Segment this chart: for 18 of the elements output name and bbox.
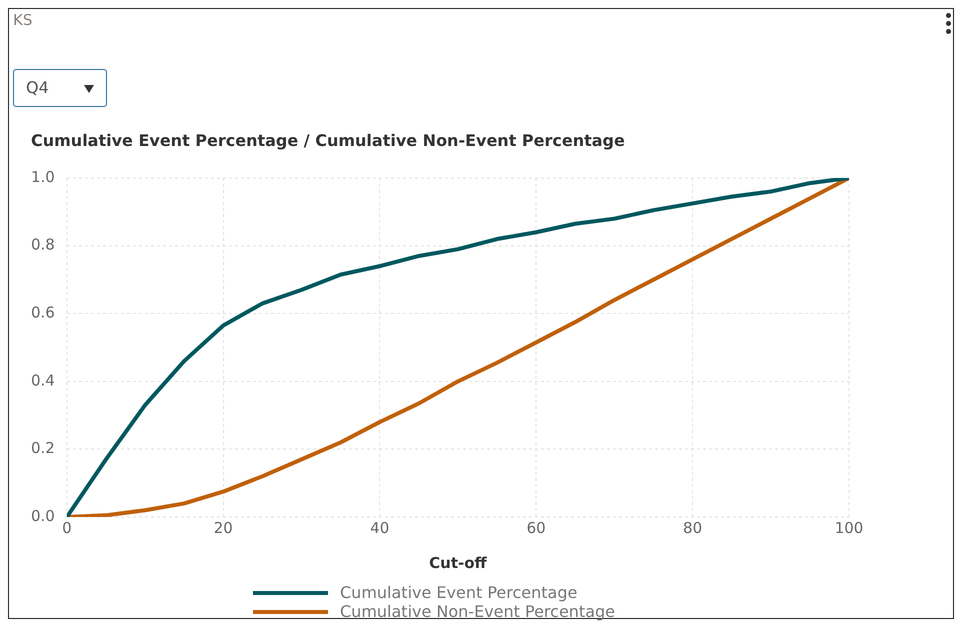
legend-label: Cumulative Non-Event Percentage — [340, 602, 616, 621]
y-axis-title: Cumulative Event Percentage / Cumulative Non-Event Percentage — [31, 131, 625, 150]
y-tick-label: 0.2 — [30, 439, 55, 458]
x-tick-label: 60 — [526, 518, 546, 537]
x-tick-label: 20 — [214, 518, 233, 537]
x-tick-label: 80 — [683, 518, 702, 537]
y-tick-label: 0.8 — [30, 236, 55, 254]
x-tick-label: 100 — [834, 518, 864, 537]
y-tick-label: 1.0 — [30, 168, 55, 186]
chart-title: KS — [13, 11, 32, 29]
x-tick-label: 0 — [62, 518, 72, 537]
chart-subtitle: Q4 — [26, 78, 49, 97]
y-tick-label: 0.0 — [30, 506, 55, 525]
y-tick-label: 0.6 — [30, 303, 55, 322]
x-tick-label: 40 — [370, 518, 390, 537]
legend-label: Cumulative Event Percentage — [340, 583, 578, 602]
x-axis-title: Cut-off — [429, 554, 488, 572]
y-tick-label: 0.4 — [30, 371, 55, 390]
